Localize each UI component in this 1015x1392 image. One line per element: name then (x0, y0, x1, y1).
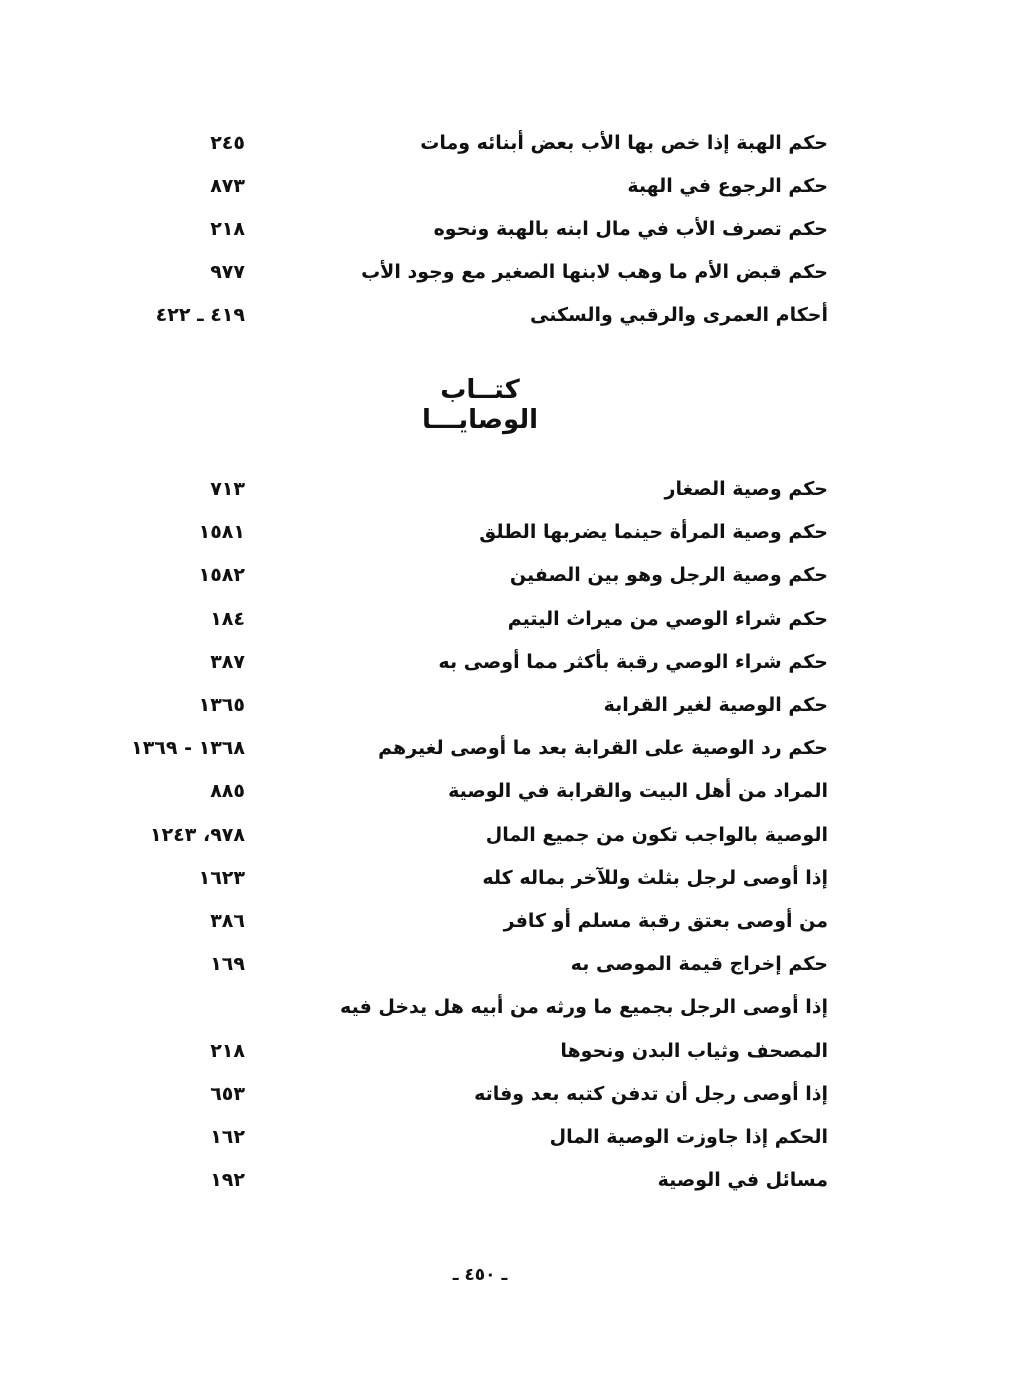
index-entry: حكم قبض الأم ما وهب لابنها الصغير مع وجو… (0, 252, 1015, 292)
index-entry: حكم وصية المرأة حينما يضربها الطلق ١٥٨١ (0, 512, 1015, 552)
entry-pages: ١٦٩ (210, 953, 245, 975)
entry-topic: حكم وصية الرجل وهو بين الصفين (509, 564, 828, 586)
entry-topic: حكم رد الوصية على القرابة بعد ما أوصى لغ… (378, 737, 828, 759)
entry-pages: ٨٨٥ (210, 780, 245, 802)
entry-pages: ٢٤٥ (210, 132, 245, 154)
index-entry: حكم شراء الوصي رقبة بأكثر مما أوصى به ٣٨٧ (0, 642, 1015, 682)
entry-topic: من أوصى بعتق رقبة مسلم أو كافر (503, 910, 828, 932)
index-entry: حكم الوصية لغير القرابة ١٣٦٥ (0, 685, 1015, 725)
index-entry: مسائل في الوصية ١٩٢ (0, 1160, 1015, 1200)
index-entry: الوصية بالواجب تكون من جميع المال ٩٧٨، ١٢… (0, 815, 1015, 855)
entry-pages: ١٦٢ (210, 1126, 245, 1148)
entry-pages: ١٥٨٢ (198, 564, 245, 586)
index-entry: إذا أوصى رجل أن تدفن كتبه بعد وفاته ٦٥٣ (0, 1074, 1015, 1114)
entry-pages: ٤١٩ ـ ٤٢٢ (155, 304, 245, 326)
index-entry: من أوصى بعتق رقبة مسلم أو كافر ٣٨٦ (0, 901, 1015, 941)
entry-pages: ١٦٢٣ (198, 867, 245, 889)
entry-topic: حكم الهبة إذا خص بها الأب بعض أبنائه وما… (420, 132, 828, 154)
index-entry: إذا أوصى لرجل بثلث وللآخر بماله كله ١٦٢٣ (0, 858, 1015, 898)
entry-topic: حكم تصرف الأب في مال ابنه بالهبة ونحوه (433, 218, 828, 240)
index-entry: أحكام العمرى والرقبي والسكنى ٤١٩ ـ ٤٢٢ (0, 295, 1015, 335)
entry-topic: حكم وصية المرأة حينما يضربها الطلق (479, 521, 828, 543)
entry-pages: ٢١٨ (210, 1040, 245, 1062)
index-entry: المراد من أهل البيت والقرابة في الوصية ٨٨… (0, 771, 1015, 811)
entry-topic: إذا أوصى رجل أن تدفن كتبه بعد وفاته (474, 1083, 828, 1105)
entry-pages: ٣٨٦ (210, 910, 245, 932)
entry-topic: حكم وصية الصغار (664, 478, 829, 500)
entry-topic: المراد من أهل البيت والقرابة في الوصية (448, 780, 828, 802)
index-entry: حكم وصية الرجل وهو بين الصفين ١٥٨٢ (0, 555, 1015, 595)
entry-topic: حكم إخراج قيمة الموصى به (570, 953, 828, 975)
entry-pages: ٣٨٧ (210, 651, 245, 673)
entry-topic: حكم شراء الوصي رقبة بأكثر مما أوصى به (438, 651, 828, 673)
entry-pages: ١٣٦٨ - ١٣٦٩ (131, 737, 245, 759)
entry-topic: حكم الوصية لغير القرابة (603, 694, 828, 716)
index-entry: حكم وصية الصغار ٧١٣ (0, 469, 1015, 509)
index-entry: حكم إخراج قيمة الموصى به ١٦٩ (0, 944, 1015, 984)
entry-pages: ٩٧٧ (210, 261, 245, 283)
index-entry: المصحف وثياب البدن ونحوها ٢١٨ (0, 1031, 1015, 1071)
entry-topic: حكم شراء الوصي من ميراث اليتيم (507, 608, 828, 630)
entry-topic: إذا أوصى الرجل بجميع ما ورثه من أبيه هل … (340, 996, 828, 1018)
section-title: كتــاب الوصايـــا (421, 375, 539, 435)
entry-pages: ١٣٦٥ (198, 694, 245, 716)
entry-topic: أحكام العمرى والرقبي والسكنى (529, 304, 828, 326)
page-number: ـ ٤٥٠ ـ (452, 1265, 508, 1285)
entry-pages: ٦٥٣ (210, 1083, 245, 1105)
entry-pages: ٨٧٣ (210, 175, 245, 197)
entry-topic: حكم قبض الأم ما وهب لابنها الصغير مع وجو… (361, 261, 828, 283)
index-entry: الحكم إذا جاوزت الوصية المال ١٦٢ (0, 1117, 1015, 1157)
entry-topic: الحكم إذا جاوزت الوصية المال (549, 1126, 828, 1148)
entry-pages: ٩٧٨، ١٢٤٣ (149, 824, 245, 846)
entry-pages: ١٨٤ (210, 608, 245, 630)
index-entry: حكم الهبة إذا خص بها الأب بعض أبنائه وما… (0, 123, 1015, 163)
entry-topic: المصحف وثياب البدن ونحوها (560, 1040, 828, 1062)
entry-pages: ١٩٢ (210, 1169, 245, 1191)
index-entry: حكم شراء الوصي من ميراث اليتيم ١٨٤ (0, 599, 1015, 639)
index-entry: حكم الرجوع في الهبة ٨٧٣ (0, 166, 1015, 206)
index-entry: إذا أوصى الرجل بجميع ما ورثه من أبيه هل … (0, 987, 1015, 1027)
index-entry: حكم تصرف الأب في مال ابنه بالهبة ونحوه ٢١… (0, 209, 1015, 249)
index-entry: حكم رد الوصية على القرابة بعد ما أوصى لغ… (0, 728, 1015, 768)
entry-topic: الوصية بالواجب تكون من جميع المال (485, 824, 828, 846)
entry-pages: ٢١٨ (210, 218, 245, 240)
entry-topic: إذا أوصى لرجل بثلث وللآخر بماله كله (482, 867, 828, 889)
entry-pages: ٧١٣ (210, 478, 245, 500)
entry-pages: ١٥٨١ (198, 521, 245, 543)
entry-topic: حكم الرجوع في الهبة (627, 175, 828, 197)
entry-topic: مسائل في الوصية (657, 1169, 828, 1191)
